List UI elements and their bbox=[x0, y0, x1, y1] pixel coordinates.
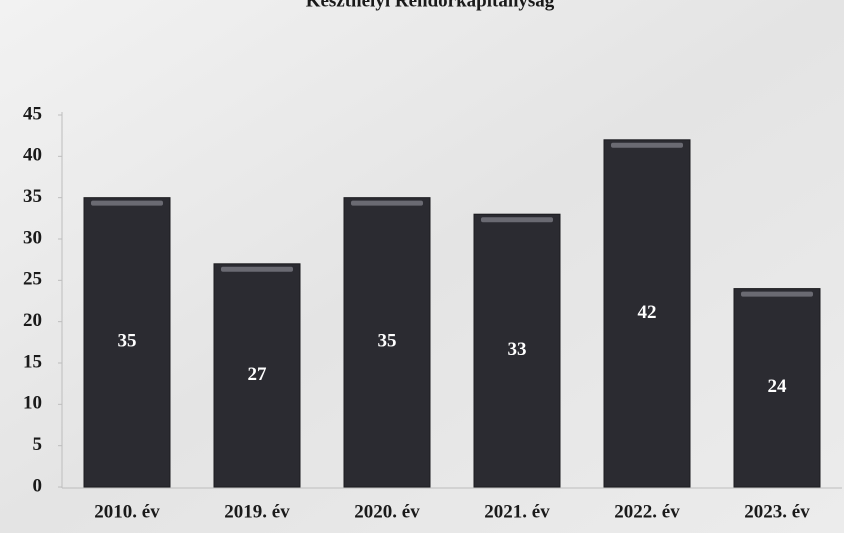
value-label: 33 bbox=[508, 339, 527, 360]
x-tick-label: 2022. év bbox=[614, 501, 680, 522]
bar-highlight bbox=[481, 217, 553, 223]
y-tick-label: 25 bbox=[23, 269, 42, 290]
y-tick-label: 15 bbox=[23, 351, 42, 372]
y-tick-label: 45 bbox=[23, 103, 42, 124]
y-tick-label: 35 bbox=[23, 186, 42, 207]
bar-highlight bbox=[351, 200, 423, 206]
bar bbox=[733, 288, 821, 488]
bar bbox=[83, 197, 171, 488]
y-tick-label: 5 bbox=[33, 434, 43, 455]
bar-highlight bbox=[91, 200, 163, 206]
value-label: 27 bbox=[248, 364, 268, 385]
value-label: 35 bbox=[118, 331, 137, 352]
x-tick-label: 2021. év bbox=[484, 501, 550, 522]
bar bbox=[473, 213, 561, 488]
bar bbox=[343, 197, 431, 488]
bar-highlight bbox=[611, 142, 683, 148]
bar-highlight bbox=[741, 291, 813, 297]
bar bbox=[603, 139, 691, 488]
bar-highlight bbox=[221, 266, 293, 272]
x-tick-label: 2020. év bbox=[354, 501, 420, 522]
bar bbox=[213, 263, 301, 488]
y-tick-label: 10 bbox=[23, 393, 42, 414]
x-tick-label: 2023. év bbox=[744, 501, 810, 522]
y-tick-label: 40 bbox=[23, 145, 42, 166]
x-tick-label: 2019. év bbox=[224, 501, 290, 522]
value-label: 35 bbox=[378, 331, 397, 352]
y-tick-label: 0 bbox=[33, 475, 43, 496]
value-label: 24 bbox=[768, 376, 788, 397]
y-tick-label: 20 bbox=[23, 310, 42, 331]
value-label: 42 bbox=[638, 302, 657, 323]
x-tick-label: 2010. év bbox=[94, 501, 160, 522]
chart-title: Keszthelyi Rendőrkapitányság bbox=[306, 0, 555, 11]
y-tick-label: 30 bbox=[23, 227, 42, 248]
